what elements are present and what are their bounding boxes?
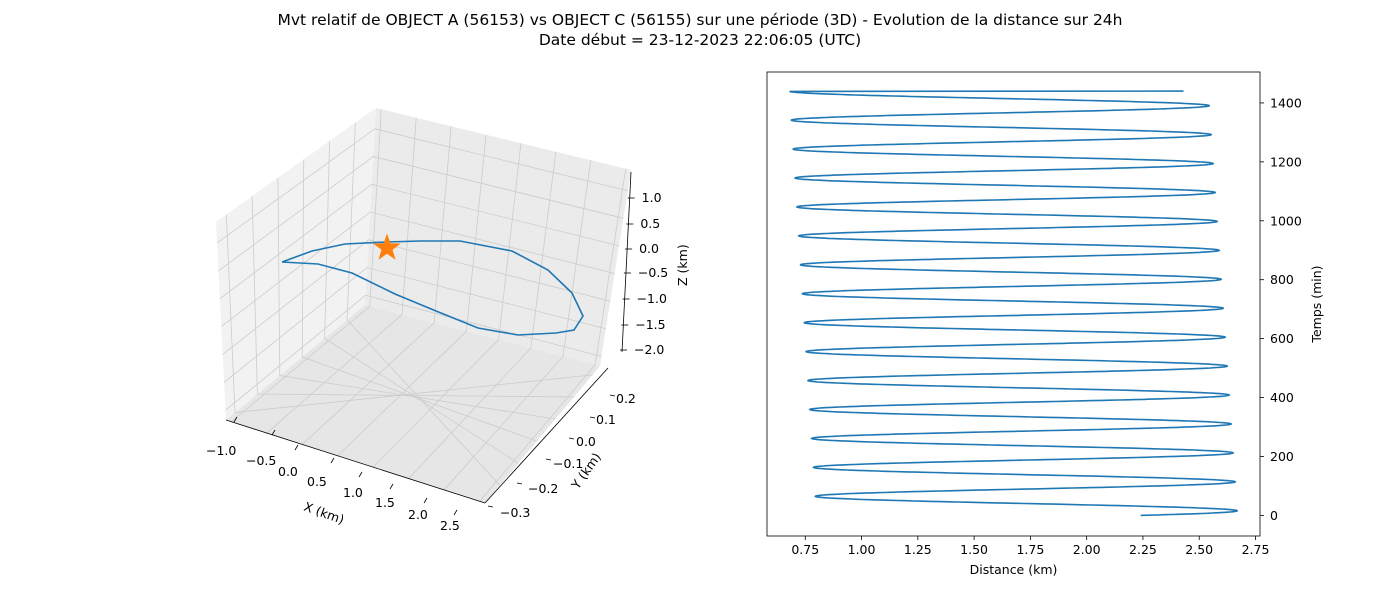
z-tick-label: −1.0 bbox=[637, 291, 667, 306]
x-tick-label: 2.75 bbox=[1242, 542, 1270, 557]
chart-title-line1: Mvt relatif de OBJECT A (56153) vs OBJEC… bbox=[277, 11, 1123, 29]
x-tick-label: 2.25 bbox=[1129, 542, 1157, 557]
grid-z bbox=[223, 267, 606, 383]
x-tick bbox=[271, 429, 276, 436]
y-tick-label: 0.1 bbox=[596, 412, 616, 427]
plot-frame bbox=[766, 71, 1261, 537]
x-tick-label: 2.50 bbox=[1185, 542, 1213, 557]
y-tick-label: 0.2 bbox=[616, 391, 636, 406]
grid-z bbox=[218, 156, 624, 272]
x-tick-label: 1.5 bbox=[375, 495, 395, 510]
x-tick bbox=[423, 497, 428, 504]
grid-z bbox=[222, 239, 611, 355]
x-tick-label: 1.50 bbox=[960, 542, 988, 557]
grid-z bbox=[225, 294, 602, 411]
distance-series-line bbox=[789, 90, 1238, 517]
y-tick-label: 1000 bbox=[1270, 213, 1302, 228]
grid-x bbox=[479, 168, 627, 502]
y-tick-label: 1400 bbox=[1270, 95, 1302, 110]
grid-z bbox=[216, 128, 628, 244]
orbit-3d-plot: −1.0−0.50.00.51.01.52.02.5X (km) −0.3−0.2… bbox=[206, 108, 690, 533]
x-tick-label: 2.0 bbox=[408, 507, 428, 522]
y-axis-label: Temps (min) bbox=[1309, 265, 1324, 343]
x-tick bbox=[453, 509, 458, 516]
grid-y bbox=[301, 159, 538, 442]
x-tick-label: 2.00 bbox=[1073, 542, 1101, 557]
x-tick bbox=[233, 416, 238, 423]
x-tick-label: −0.5 bbox=[246, 453, 276, 468]
grid-x bbox=[337, 134, 487, 457]
grid-x bbox=[231, 109, 382, 423]
grid-z bbox=[221, 211, 615, 327]
y-tick-label: 400 bbox=[1270, 390, 1294, 405]
y-tick-label: 1200 bbox=[1270, 154, 1302, 169]
y-tick-label: −0.1 bbox=[553, 456, 583, 471]
y-tick bbox=[589, 416, 596, 419]
x-tick-label: 1.25 bbox=[904, 542, 932, 557]
grid-3d bbox=[216, 109, 628, 502]
grid-x bbox=[372, 143, 522, 468]
z-tick-label: −1.5 bbox=[635, 317, 665, 332]
grid-x bbox=[443, 160, 592, 491]
x-tick-label: 1.75 bbox=[1016, 542, 1044, 557]
x-tick bbox=[294, 444, 299, 451]
z-tick-label: 0.0 bbox=[639, 241, 659, 256]
x-tick-label: 2.5 bbox=[440, 518, 460, 533]
grid-y bbox=[251, 196, 575, 398]
x-tick-label: 0.75 bbox=[791, 542, 819, 557]
y-tick-label: 800 bbox=[1270, 272, 1294, 287]
y-tick-label: 0.0 bbox=[576, 434, 596, 449]
grid-y bbox=[277, 177, 556, 420]
y-tick-label: 200 bbox=[1270, 449, 1294, 464]
x-tick bbox=[358, 471, 363, 478]
y-axis-line bbox=[484, 367, 609, 504]
x-axis-label: X (km) bbox=[302, 499, 346, 527]
z-tick-label: −0.5 bbox=[638, 265, 668, 280]
pane-floor bbox=[226, 305, 600, 503]
y-tick bbox=[516, 482, 523, 485]
x-tick-label: −1.0 bbox=[206, 443, 236, 458]
grid-y bbox=[324, 141, 519, 464]
y-tick-label: −0.3 bbox=[500, 505, 530, 520]
x-tick bbox=[330, 457, 335, 464]
z-tick-label: 1.0 bbox=[642, 190, 662, 205]
pane-back bbox=[365, 108, 631, 366]
grid-x bbox=[302, 126, 452, 445]
x-tick-label: 1.0 bbox=[343, 485, 363, 500]
x-axis-label: Distance (km) bbox=[970, 562, 1058, 577]
grid-x bbox=[408, 151, 557, 479]
y-tick-label: 600 bbox=[1270, 331, 1294, 346]
z-axis-line bbox=[621, 171, 632, 353]
grid-x bbox=[266, 117, 417, 434]
y-tick-label: 0 bbox=[1270, 508, 1278, 523]
z-axis-label: Z (km) bbox=[675, 244, 690, 286]
z-tick-label: 0.5 bbox=[640, 216, 660, 231]
z-tick-label: −2.0 bbox=[634, 342, 664, 357]
x-tick-label: 0.5 bbox=[307, 474, 327, 489]
x-tick-label: 0.0 bbox=[278, 464, 298, 479]
x-tick bbox=[389, 483, 394, 490]
chart-title-line2: Date début = 23-12-2023 22:06:05 (UTC) bbox=[538, 31, 862, 49]
y-tick bbox=[609, 394, 616, 397]
x-axis-line bbox=[225, 419, 486, 504]
grid-y bbox=[225, 214, 593, 414]
grid-z bbox=[219, 183, 620, 300]
y-tick bbox=[487, 505, 494, 508]
x-tick-label: 1.00 bbox=[848, 542, 876, 557]
origin-star-marker bbox=[373, 233, 401, 260]
grid-y bbox=[346, 122, 501, 486]
y-tick bbox=[545, 458, 552, 461]
y-tick bbox=[568, 437, 575, 440]
y-tick-label: −0.2 bbox=[528, 481, 558, 496]
